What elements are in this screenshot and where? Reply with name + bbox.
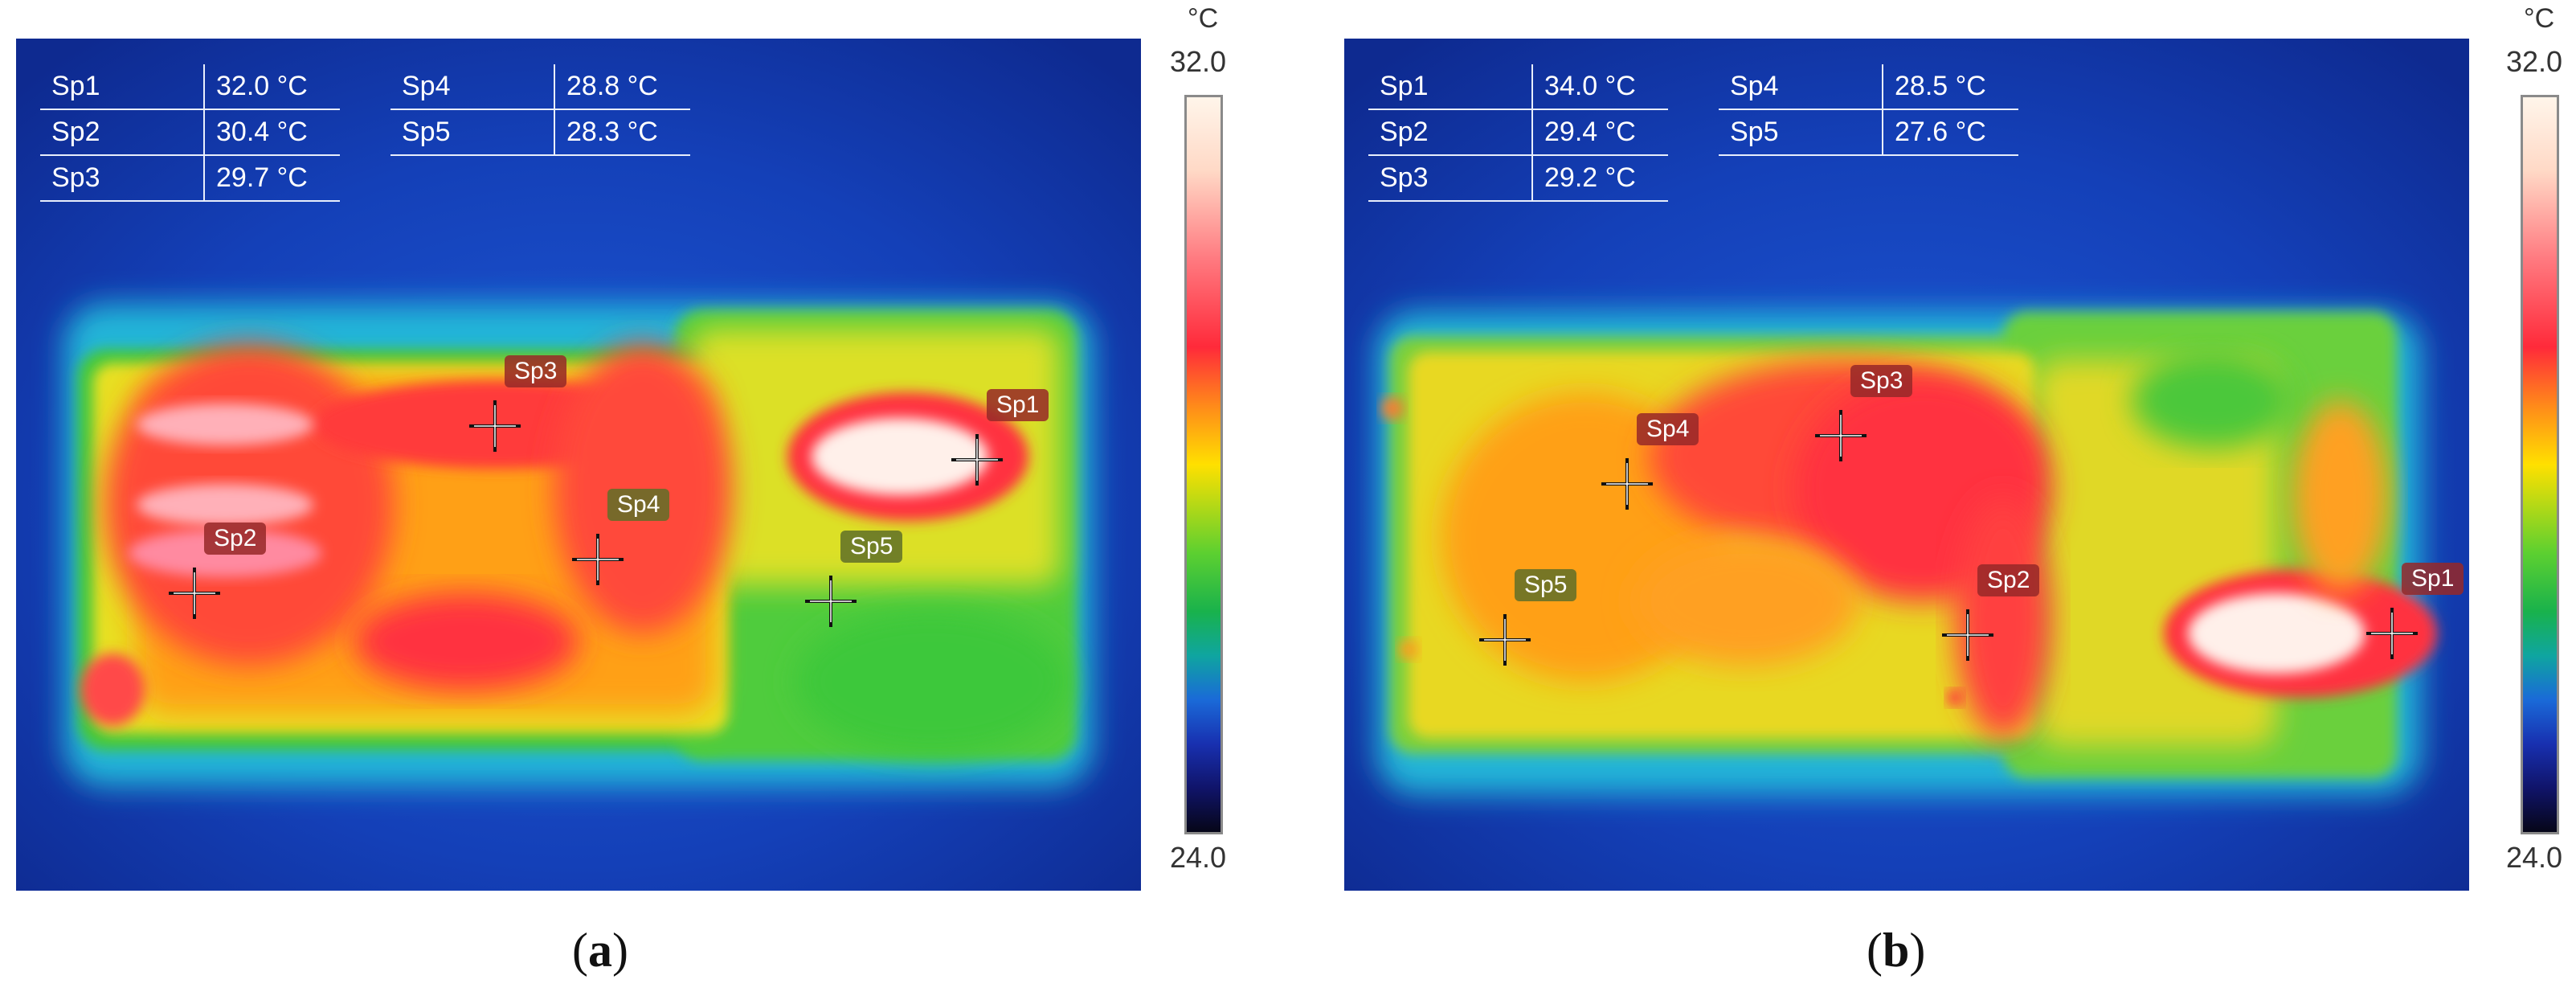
spot-name: Sp3 [1368, 155, 1533, 202]
spot-label: Sp4 [607, 489, 670, 521]
table-row: Sp4 28.5 °C [1719, 64, 2018, 110]
thermal-image-b: Sp1 Sp2 Sp3 Sp4 Sp5 Sp1 34.0 °C Sp2 29.4 °… [1344, 39, 2469, 891]
table-row: Sp3 29.7 °C [40, 155, 340, 202]
spot-value: 30.4 °C [204, 109, 340, 156]
crosshair-icon [169, 568, 220, 619]
spot-label: Sp5 [840, 531, 903, 563]
spot-readings-table: Sp4 28.5 °C Sp5 27.6 °C [1719, 64, 2018, 156]
spot-name: Sp2 [40, 109, 205, 156]
spot-label: Sp2 [1977, 564, 2040, 596]
spot-name: Sp4 [390, 64, 555, 110]
spot-value: 27.6 °C [1883, 109, 2018, 156]
scale-unit: °C [2524, 3, 2555, 34]
scale-min: 24.0 [2506, 841, 2563, 874]
spot-label: Sp2 [204, 523, 267, 555]
scale-max: 32.0 [2506, 45, 2563, 78]
table-row: Sp5 28.3 °C [390, 109, 690, 156]
table-row: Sp5 27.6 °C [1719, 109, 2018, 156]
panel-caption: (a) [572, 924, 628, 977]
table-row: Sp1 34.0 °C [1368, 64, 1668, 110]
spot-name: Sp2 [1368, 109, 1533, 156]
spot-value: 28.3 °C [554, 109, 690, 156]
thermal-panel-a: Sp1 Sp2 Sp3 Sp4 Sp5 Sp1 32.0 °C Sp2 30.4 °… [16, 0, 1268, 1000]
spot-label: Sp1 [987, 389, 1049, 421]
spot-label: Sp3 [1850, 365, 1913, 397]
spot-value: 29.7 °C [204, 155, 340, 202]
spot-value: 28.5 °C [1883, 64, 2018, 110]
spot-readings-table: Sp1 34.0 °C Sp2 29.4 °C Sp3 29.2 °C [1368, 64, 1668, 202]
color-bar [1184, 95, 1223, 834]
caption-letter: b [1882, 924, 1910, 977]
thermal-image-a: Sp1 Sp2 Sp3 Sp4 Sp5 Sp1 32.0 °C Sp2 30.4 °… [16, 39, 1141, 891]
spot-name: Sp4 [1719, 64, 1883, 110]
table-row: Sp1 32.0 °C [40, 64, 340, 110]
spot-readings-table: Sp4 28.8 °C Sp5 28.3 °C [390, 64, 690, 156]
scale-min: 24.0 [1170, 841, 1227, 874]
spot-name: Sp3 [40, 155, 205, 202]
caption-letter: a [587, 924, 612, 977]
crosshair-icon [469, 400, 521, 452]
scale-unit: °C [1188, 3, 1219, 34]
spot-readings-table: Sp1 32.0 °C Sp2 30.4 °C Sp3 29.7 °C [40, 64, 340, 202]
table-row: Sp2 30.4 °C [40, 109, 340, 156]
panel-caption: (b) [1867, 924, 1926, 977]
crosshair-icon [1942, 609, 1993, 661]
spot-name: Sp1 [40, 64, 205, 110]
spot-name: Sp5 [1719, 109, 1883, 156]
crosshair-icon [951, 434, 1003, 486]
crosshair-icon [2366, 608, 2418, 659]
spot-value: 29.2 °C [1532, 155, 1668, 202]
spot-name: Sp5 [390, 109, 555, 156]
color-bar [2521, 95, 2559, 834]
table-row: Sp4 28.8 °C [390, 64, 690, 110]
scale-max: 32.0 [1170, 45, 1227, 78]
crosshair-icon [805, 576, 857, 627]
crosshair-icon [1815, 410, 1867, 461]
spot-value: 32.0 °C [204, 64, 340, 110]
spot-label: Sp4 [1637, 413, 1699, 445]
crosshair-icon [1479, 614, 1531, 666]
table-row: Sp2 29.4 °C [1368, 109, 1668, 156]
heat-map-a [16, 39, 1141, 891]
temperature-scale: °C 32.0 24.0 [1163, 0, 1268, 1000]
spot-label: Sp1 [2402, 563, 2464, 595]
crosshair-icon [1601, 458, 1653, 510]
spot-value: 28.8 °C [554, 64, 690, 110]
spot-name: Sp1 [1368, 64, 1533, 110]
spot-value: 34.0 °C [1532, 64, 1668, 110]
crosshair-icon [572, 534, 624, 585]
spot-label: Sp5 [1515, 569, 1577, 601]
heat-map-b [1344, 39, 2469, 891]
spot-value: 29.4 °C [1532, 109, 1668, 156]
temperature-scale: °C 32.0 24.0 [2500, 0, 2576, 1000]
spot-label: Sp3 [505, 355, 567, 387]
thermal-panel-b: Sp1 Sp2 Sp3 Sp4 Sp5 Sp1 34.0 °C Sp2 29.4 °… [1288, 0, 2576, 1000]
table-row: Sp3 29.2 °C [1368, 155, 1668, 202]
